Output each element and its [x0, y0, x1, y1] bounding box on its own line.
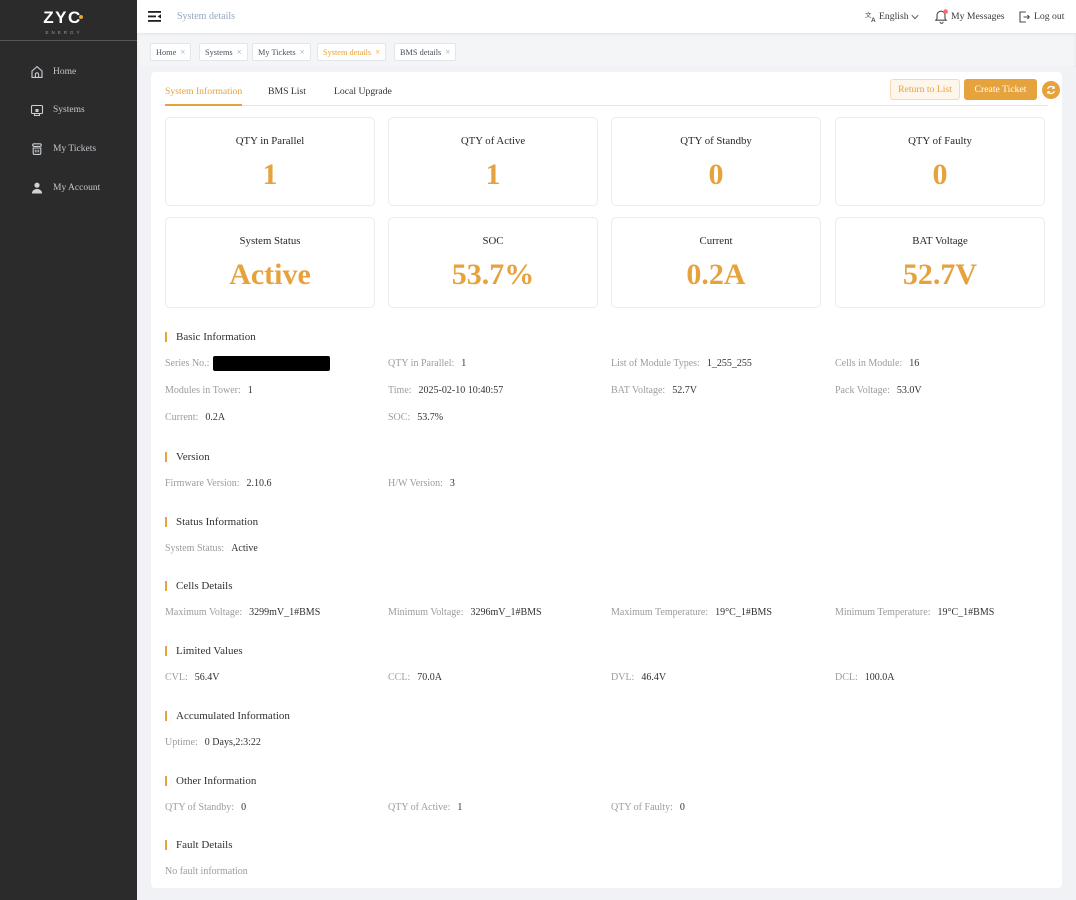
svg-text:A: A	[871, 17, 876, 22]
svg-text:文: 文	[865, 11, 872, 19]
